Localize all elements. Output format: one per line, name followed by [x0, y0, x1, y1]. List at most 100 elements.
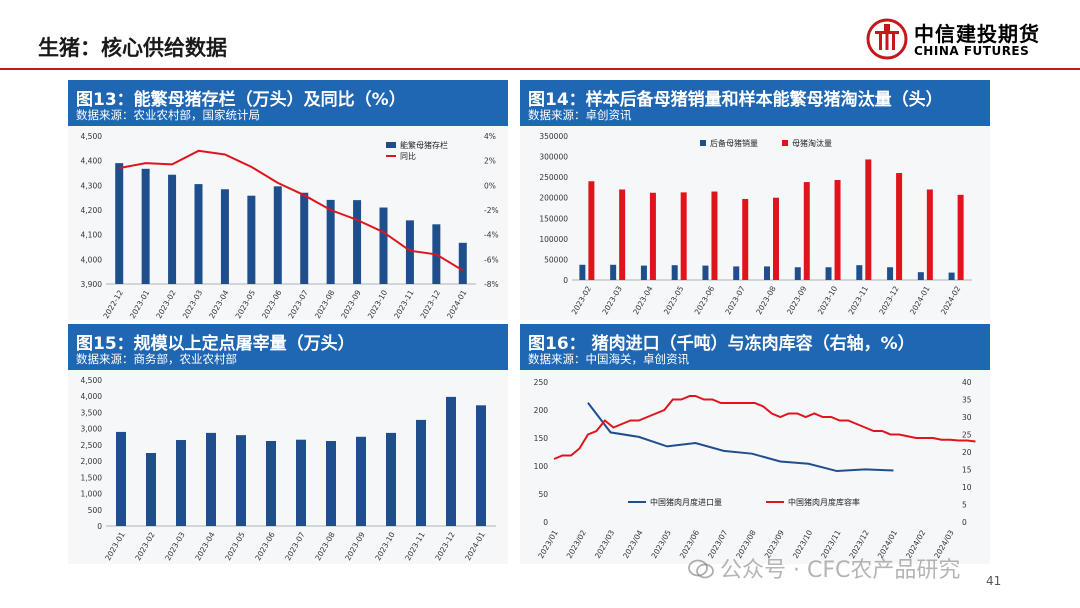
bar	[926, 189, 933, 280]
x-tick-label: 2023-11	[847, 284, 871, 316]
x-tick-label: 2023-03	[600, 284, 624, 316]
x-tick-label: 2023-10	[373, 530, 397, 562]
panel-header: 图14：样本后备母猪销量和样本能繁母猪淘汰量（头） 数据来源：卓创资讯	[520, 80, 990, 126]
legend-label: 中国猪肉月度进口量	[650, 497, 722, 507]
bar	[458, 242, 467, 284]
y2-tick-label: -2%	[484, 206, 499, 215]
bar	[702, 265, 709, 280]
bar	[206, 432, 216, 526]
legend-swatch	[700, 140, 706, 146]
legend-label: 母猪淘汰量	[792, 138, 832, 148]
bar	[326, 199, 335, 284]
y-tick-label: 4,500	[81, 376, 103, 385]
bar	[300, 192, 309, 284]
y-tick-label: 3,900	[81, 280, 103, 289]
y-tick-label: 0	[563, 276, 568, 285]
chart-title: 图15：规模以上定点屠宰量（万头）	[76, 334, 355, 354]
y-tick-label: 1,000	[81, 490, 103, 499]
x-tick-label: 2023-12	[433, 530, 457, 562]
y2-tick-label: 4%	[484, 132, 496, 141]
y-tick-label: 4,100	[81, 231, 103, 240]
y2-tick-label: 20	[962, 448, 972, 457]
y-tick-label: 4,400	[81, 157, 103, 166]
y-tick-label: 0	[543, 518, 548, 527]
y2-tick-label: 0%	[484, 181, 496, 190]
bar	[446, 396, 456, 526]
panel-fig16: 图16： 猪肉进口（千吨）与冻肉库容（右轴，%） 数据来源：中国海关，卓创资讯 …	[520, 324, 990, 564]
x-tick-label: 2024-02	[939, 284, 963, 316]
y-tick-label: 2,000	[81, 457, 103, 466]
bar	[671, 265, 678, 280]
x-tick-label: 2024-01	[908, 284, 932, 316]
bar	[296, 439, 306, 526]
x-tick-label: 2023-07	[283, 530, 307, 562]
y-tick-label: 250	[534, 378, 549, 387]
x-tick-label: 2023-10	[816, 284, 840, 316]
chart-title: 图16： 猪肉进口（千吨）与冻肉库容（右轴，%）	[528, 334, 915, 354]
y-tick-label: 1,500	[81, 473, 103, 482]
legend-label: 后备母猪销量	[710, 138, 758, 148]
bar	[865, 159, 872, 280]
x-tick-label: 2023/01	[536, 528, 559, 560]
x-tick-label: 2023-04	[631, 284, 655, 316]
bar	[194, 184, 203, 284]
chart-fig16: 0 50 100 150 200 250 0 5 10 15 20 25 30 35 40 2023/01 20…	[534, 378, 976, 560]
y2-tick-label: -6%	[484, 255, 499, 264]
bar	[266, 440, 276, 526]
x-tick-label: 2024-01	[463, 530, 487, 562]
bar	[146, 453, 156, 526]
chart-fig15: 0 500 1,000 1,500 2,000 2,500 3,000 3,500 4,000 4…	[81, 376, 496, 562]
bar	[957, 194, 964, 280]
y-tick-label: 500	[88, 506, 103, 515]
x-tick-label: 2023-10	[366, 288, 390, 320]
bar	[640, 265, 647, 280]
x-tick-label: 2023-08	[754, 284, 778, 316]
x-tick-label: 2023-08	[313, 288, 337, 320]
x-tick-label: 2023-12	[419, 288, 443, 320]
x-tick-label: 2023-01	[103, 530, 127, 562]
bar	[917, 272, 924, 280]
bar	[588, 181, 595, 280]
y-tick-label: 250000	[539, 173, 568, 182]
bar	[141, 168, 150, 284]
bar	[405, 220, 414, 284]
watermark: 公众号 · CFC农产品研究	[688, 552, 960, 584]
panel-fig14: 图14：样本后备母猪销量和样本能繁母猪淘汰量（头） 数据来源：卓创资讯 0 500…	[520, 80, 990, 320]
bar	[416, 419, 426, 526]
y2-tick-label: 25	[962, 431, 972, 440]
y2-tick-label: 35	[962, 396, 972, 405]
chart-title: 图14：样本后备母猪销量和样本能繁母猪淘汰量（头）	[528, 90, 943, 110]
x-tick-label: 2023/03	[593, 528, 616, 560]
bar	[247, 195, 256, 284]
bar	[825, 267, 832, 280]
bar	[176, 440, 186, 526]
y2-tick-label: 10	[962, 483, 972, 492]
x-tick-label: 2023-06	[253, 530, 277, 562]
bar	[236, 435, 246, 526]
y2-tick-label: 15	[962, 466, 972, 475]
y-tick-label: 50	[538, 490, 548, 499]
bar	[856, 265, 863, 280]
bar	[887, 267, 894, 280]
y2-tick-label: 40	[962, 378, 972, 387]
panel-fig15: 图15：规模以上定点屠宰量（万头） 数据来源：商务部，农业农村部 0 500 1,0…	[68, 324, 508, 564]
y2-tick-label: -4%	[484, 231, 499, 240]
panel-header: 图15：规模以上定点屠宰量（万头） 数据来源：商务部，农业农村部	[68, 324, 508, 370]
bar	[764, 266, 770, 280]
bar	[220, 189, 229, 284]
citic-logo-icon	[866, 18, 908, 60]
chart-source: 数据来源：中国海关，卓创资讯	[528, 352, 689, 366]
bar	[353, 200, 362, 284]
bar	[711, 191, 718, 280]
x-tick-label: 2023-02	[570, 284, 594, 316]
y-tick-label: 3,000	[81, 425, 103, 434]
x-tick-label: 2022-12	[101, 288, 125, 320]
chart-fig13: 3,900 4,000 4,100 4,200 4,300 4,400 4,500 -8% -6…	[81, 132, 499, 320]
x-tick-label: 2023-02	[133, 530, 157, 562]
y-tick-label: 350000	[539, 132, 568, 141]
y-tick-label: 4,500	[81, 132, 103, 141]
y2-tick-label: 5	[962, 501, 967, 510]
y-tick-label: 150000	[539, 214, 568, 223]
x-tick-label: 2023-09	[343, 530, 367, 562]
bar	[649, 192, 656, 280]
